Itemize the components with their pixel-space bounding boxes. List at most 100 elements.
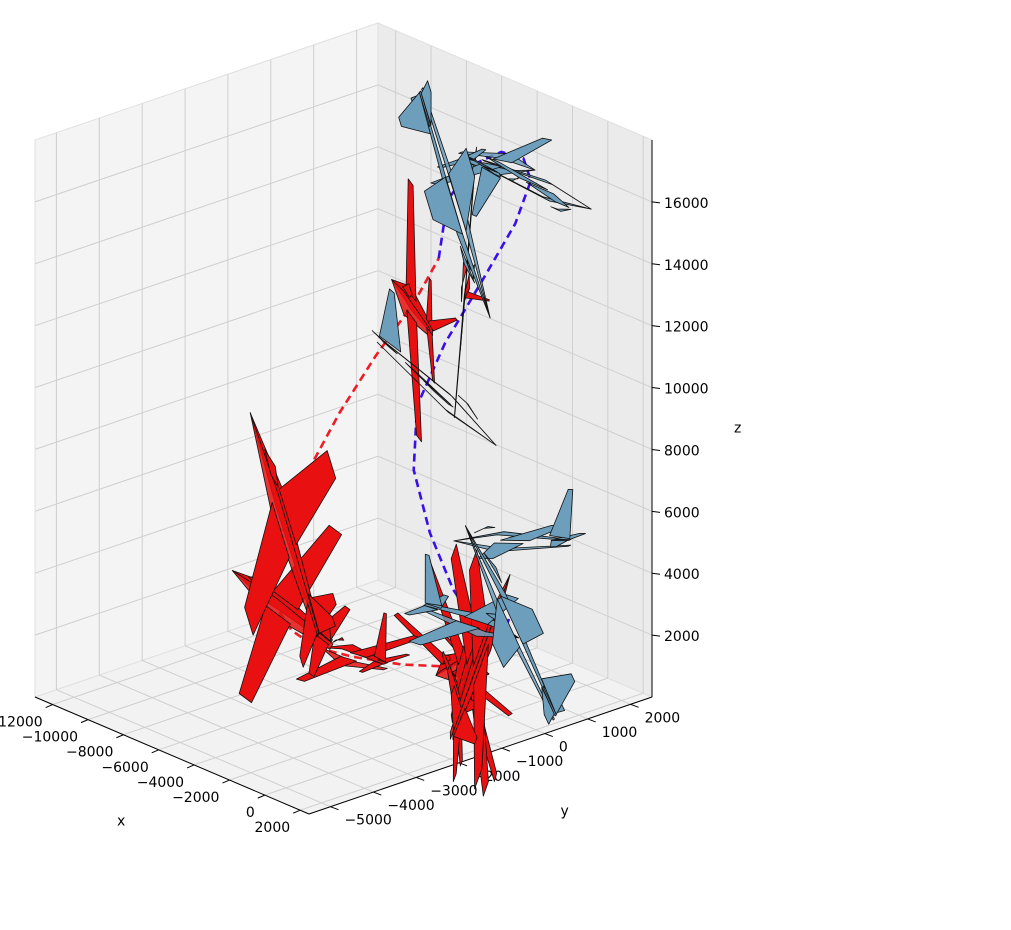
aircraft-facet xyxy=(244,501,290,636)
x-tick-mark xyxy=(116,734,124,739)
aircraft-facet xyxy=(483,552,503,583)
aircraft-7 xyxy=(391,178,458,443)
aircraft-facet xyxy=(473,643,489,790)
aircraft-10 xyxy=(466,155,592,217)
y-tick-label: −4000 xyxy=(387,798,434,814)
x-axis-label: x xyxy=(117,814,125,830)
aircraft-facet xyxy=(541,673,576,715)
aircraft-facet xyxy=(525,181,570,208)
aircraft-15 xyxy=(464,525,576,725)
aircraft-14 xyxy=(453,488,586,559)
x-tick-mark xyxy=(186,764,195,769)
z-tick-label: 10000 xyxy=(664,382,709,398)
aircraft-facet xyxy=(427,317,458,332)
z-tick-mark xyxy=(651,201,661,204)
aircraft-facet xyxy=(320,644,388,665)
x-tick-mark xyxy=(222,779,230,784)
aircraft-facet xyxy=(453,531,572,542)
y-axis-label: y xyxy=(561,804,569,820)
z-axis-label: z xyxy=(734,421,741,437)
aircraft-facet xyxy=(469,549,489,667)
aircraft-facet xyxy=(450,543,478,665)
trajectory-series-0 xyxy=(272,257,453,669)
y-tick-mark xyxy=(373,791,382,796)
z-gridline xyxy=(34,517,653,636)
aircraft-facet xyxy=(477,542,524,559)
z-gridline xyxy=(34,84,653,203)
aircraft-facet xyxy=(308,633,329,678)
x-tick-label: −2000 xyxy=(172,790,219,806)
aircraft-facet xyxy=(249,412,320,638)
x-tick-mark xyxy=(257,794,266,799)
x-tick-mark xyxy=(45,704,53,709)
aircraft-facet xyxy=(299,602,318,668)
aircraft-facet xyxy=(550,206,572,212)
aircraft-facet xyxy=(457,394,478,420)
aircraft-facet xyxy=(408,620,480,646)
x-tick-label: −4000 xyxy=(137,775,184,791)
aircraft-facet xyxy=(492,137,553,164)
aircraft-facet xyxy=(426,327,436,384)
z-gridline xyxy=(34,270,653,389)
aircraft-facet xyxy=(358,661,384,673)
z-tick-mark xyxy=(651,572,661,575)
z-gridline xyxy=(34,146,653,265)
aircraft-facet xyxy=(307,593,336,634)
x-tick-label: −8000 xyxy=(66,745,113,761)
z-tick-label: 12000 xyxy=(664,320,709,336)
aircraft-facet xyxy=(272,524,343,611)
x-tick-label: −12000 xyxy=(0,715,43,731)
y-tick-label: 2000 xyxy=(645,710,681,726)
aircraft-facet xyxy=(380,338,398,355)
aircraft-facet xyxy=(404,605,439,616)
y-tick-mark xyxy=(630,703,639,708)
z-tick-mark xyxy=(651,448,661,451)
aircraft-facet xyxy=(402,283,413,298)
aircraft-facet xyxy=(420,80,432,126)
y-tick-label: −3000 xyxy=(430,783,477,799)
aircraft-facet xyxy=(378,288,402,353)
x-tick-mark xyxy=(292,809,301,814)
aircraft-6 xyxy=(244,412,337,668)
aircraft-facet xyxy=(453,708,478,745)
aircraft-facet xyxy=(450,685,462,732)
z-gridline xyxy=(34,208,653,327)
z-tick-label: 14000 xyxy=(664,258,709,274)
y-tick-label: −5000 xyxy=(344,813,391,829)
aircraft-facet xyxy=(541,686,555,725)
z-tick-label: 6000 xyxy=(664,505,700,521)
aircraft-facet xyxy=(406,309,422,443)
y-tick-label: −1000 xyxy=(516,754,563,770)
z-tick-mark xyxy=(651,510,661,513)
z-gridline xyxy=(34,393,653,512)
z-gridline xyxy=(34,331,653,450)
y-tick-mark xyxy=(416,776,425,781)
z-tick-label: 16000 xyxy=(664,196,709,212)
z-tick-mark xyxy=(651,263,661,266)
aircraft-facet xyxy=(481,159,592,210)
z-tick-label: 4000 xyxy=(664,567,700,583)
y-tick-label: 1000 xyxy=(602,725,638,741)
aircraft-facet xyxy=(423,380,454,408)
aircraft-facet xyxy=(500,595,544,645)
x-axis-line xyxy=(34,696,310,815)
y-tick-mark xyxy=(330,806,339,811)
x-tick-label: −10000 xyxy=(22,730,78,746)
aircraft-facet xyxy=(423,176,463,235)
x-tick-mark xyxy=(80,719,89,724)
aircraft-layer xyxy=(231,80,592,797)
aircraft-facet xyxy=(398,92,431,135)
aircraft-facet xyxy=(471,166,501,217)
aircraft-facet xyxy=(278,450,337,545)
aircraft-facet xyxy=(264,449,279,488)
x-tick-label: 2000 xyxy=(255,820,291,836)
y-tick-mark xyxy=(587,718,596,723)
aircraft-facet xyxy=(448,147,476,232)
z-tick-label: 2000 xyxy=(664,629,700,645)
aircraft-facet xyxy=(418,90,491,319)
aircraft-facet xyxy=(464,525,557,717)
aircraft-facet xyxy=(373,612,387,663)
x-tick-mark xyxy=(151,749,159,754)
